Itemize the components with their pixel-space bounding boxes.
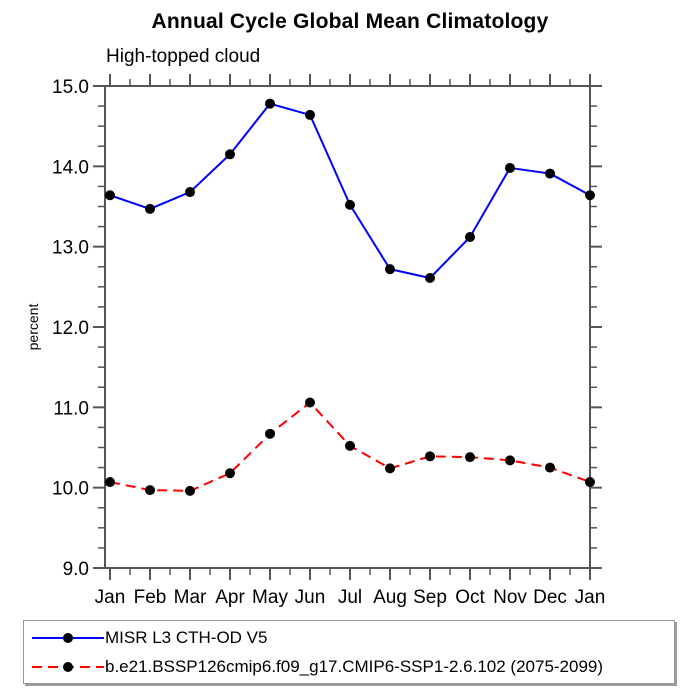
- x-tick-label: Jun: [295, 587, 326, 608]
- data-point-marker: [265, 98, 275, 109]
- data-point-marker: [585, 477, 595, 488]
- legend-line-sample: [32, 661, 104, 672]
- y-tick-label: 15.0: [52, 77, 89, 98]
- data-point-marker: [305, 397, 315, 408]
- x-tick-label: Apr: [215, 587, 245, 608]
- chart-title: Annual Cycle Global Mean Climatology: [151, 10, 549, 33]
- legend-marker: [63, 632, 73, 643]
- plot-frame: [104, 85, 591, 569]
- y-tick-label: 10.0: [52, 479, 89, 500]
- plot-area: 9.0 10.0 11.0 12.0 13.0 14.0 15.0 Jan Feb Mar Apr M…: [52, 74, 606, 608]
- x-tick-label: Aug: [373, 587, 407, 608]
- y-tick-label: 11.0: [53, 398, 89, 419]
- x-tick-label: Oct: [455, 587, 485, 608]
- legend-line-sample: [32, 632, 104, 643]
- x-tick-label: Dec: [533, 587, 567, 608]
- data-point-marker: [345, 199, 355, 210]
- data-point-marker: [545, 168, 555, 179]
- x-tick-label: Jul: [338, 587, 362, 608]
- y-tick-label: 9.0: [63, 559, 89, 580]
- data-point-marker: [385, 463, 395, 474]
- data-point-marker: [185, 187, 195, 198]
- data-point-marker: [545, 462, 555, 473]
- legend-item: b.e21.BSSP126cmip6.f09_g17.CMIP6-SSP1-2.…: [31, 653, 674, 681]
- data-point-marker: [225, 149, 235, 160]
- data-point-marker: [425, 451, 435, 462]
- y-tick-label: 12.0: [52, 318, 89, 339]
- data-point-marker: [345, 440, 355, 451]
- x-tick-label: Jan: [95, 587, 126, 608]
- data-point-marker: [145, 485, 155, 496]
- data-point-marker: [105, 190, 115, 201]
- x-tick-label: Feb: [134, 587, 167, 608]
- data-point-marker: [105, 477, 115, 488]
- chart-subtitle: High-topped cloud: [106, 46, 261, 67]
- legend: MISR L3 CTH-OD V5 b.e21.BSSP126cmip6.f09_…: [23, 620, 675, 684]
- data-point-marker: [145, 203, 155, 214]
- legend-marker: [63, 661, 73, 672]
- data-point-marker: [385, 264, 395, 275]
- legend-label: MISR L3 CTH-OD V5: [105, 628, 268, 647]
- y-tick-label: 14.0: [52, 157, 89, 178]
- x-tick-label: Jan: [575, 587, 606, 608]
- legend-item: MISR L3 CTH-OD V5: [31, 624, 674, 652]
- data-point-marker: [425, 272, 435, 283]
- series-line-solid: [109, 102, 591, 279]
- data-point-marker: [465, 452, 475, 463]
- legend-label: b.e21.BSSP126cmip6.f09_g17.CMIP6-SSP1-2.…: [105, 657, 604, 676]
- data-point-marker: [465, 232, 475, 243]
- data-point-marker: [265, 428, 275, 439]
- x-tick-label: Nov: [493, 587, 527, 608]
- x-tick-label: May: [252, 587, 288, 608]
- x-tick-label: Sep: [413, 587, 447, 608]
- data-point-marker: [305, 109, 315, 120]
- data-point-marker: [185, 485, 195, 496]
- data-point-marker: [505, 162, 515, 173]
- data-point-marker: [505, 455, 515, 466]
- x-tick-label: Mar: [174, 587, 207, 608]
- data-point-marker: [225, 468, 235, 479]
- y-tick-label: 13.0: [52, 238, 89, 259]
- data-point-marker: [585, 190, 595, 201]
